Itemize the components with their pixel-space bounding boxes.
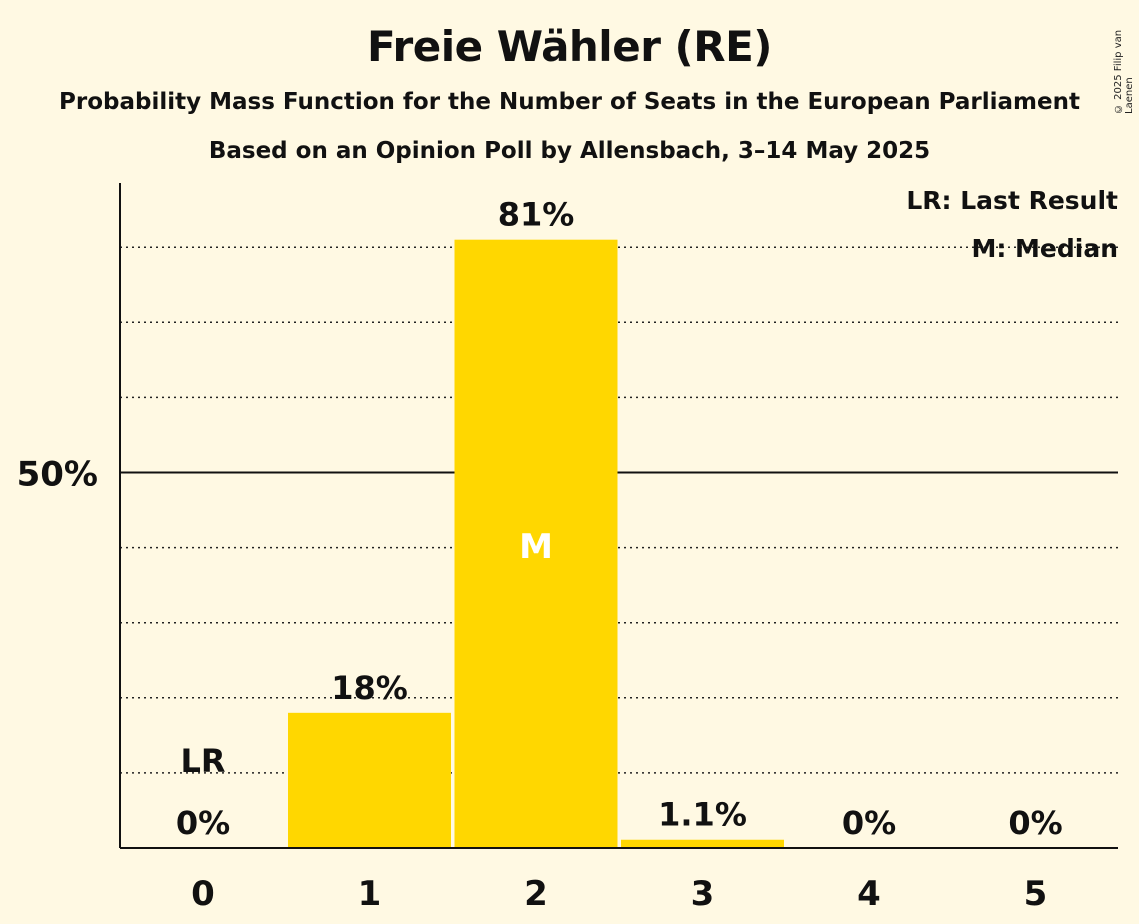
x-tick-label-1: 1 (358, 874, 382, 914)
grid-layer (120, 246, 1118, 774)
x-tick-label-4: 4 (857, 874, 881, 914)
label-layer: 0% 18% 81% 1.1% 0% 0% LR M LR: Last Result M: Med… (176, 186, 1118, 842)
value-label-5: 0% (1008, 804, 1062, 842)
bar-3 (621, 839, 784, 848)
value-label-3: 1.1% (658, 796, 747, 834)
bar-1 (288, 712, 451, 848)
chart-subtitle: Probability Mass Function for the Number… (59, 89, 1080, 115)
legend-entry-1: M: Median (971, 234, 1118, 263)
legend-entry-0: LR: Last Result (906, 186, 1118, 215)
axis-layer: 50% 0 1 2 3 4 5 (17, 183, 1118, 914)
last-result-marker: LR (180, 742, 225, 780)
x-tick-label-0: 0 (191, 874, 215, 914)
bar-layer (288, 239, 784, 848)
value-label-1: 18% (331, 669, 408, 707)
x-tick-label-3: 3 (691, 874, 715, 914)
x-tick-label-2: 2 (524, 874, 548, 914)
chart-title: Freie Wähler (RE) (367, 22, 772, 71)
chart-source: Based on an Opinion Poll by Allensbach, … (208, 138, 931, 164)
value-label-4: 0% (842, 804, 896, 842)
value-label-0: 0% (176, 804, 230, 842)
y-tick-label: 50% (17, 455, 98, 495)
median-marker: M (519, 527, 553, 567)
x-tick-label-5: 5 (1024, 874, 1048, 914)
bar-2 (454, 239, 618, 848)
value-label-2: 81% (498, 196, 575, 234)
